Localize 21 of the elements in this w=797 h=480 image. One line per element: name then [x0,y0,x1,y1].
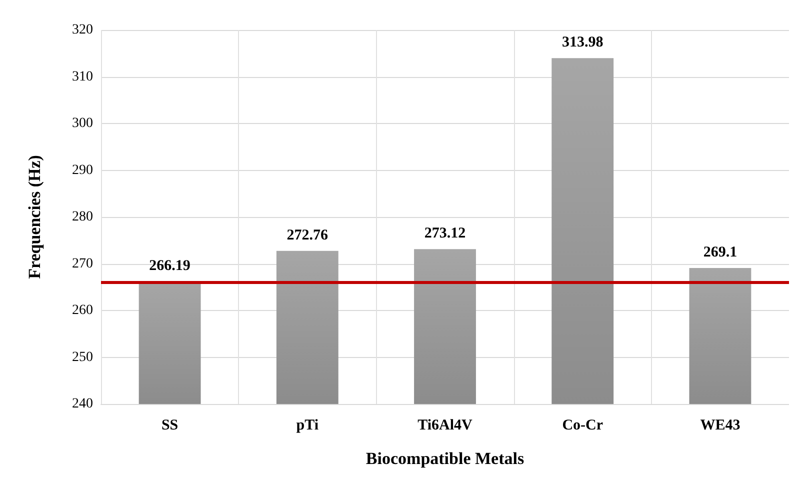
y-tick-label: 240 [72,396,93,412]
x-tick-label: Ti6Al4V [418,418,473,434]
x-axis-title: Biocompatible Metals [366,449,524,468]
data-label: 272.76 [286,227,329,244]
y-tick-label: 310 [72,69,93,84]
y-axis-title: Frequencies (Hz) [25,155,44,279]
data-label: 269.1 [703,244,738,260]
y-tick-label: 300 [72,116,93,131]
data-label: 313.98 [562,34,604,51]
y-tick-label: 280 [72,210,93,224]
y-tick-label: 290 [72,162,93,178]
x-tick-label: pTi [296,418,319,434]
data-label: 273.12 [424,226,466,242]
x-tick-label: Co-Cr [562,418,604,434]
x-tick-label: WE43 [700,418,740,434]
y-tick-label: 320 [72,22,93,38]
x-tick-label: SS [161,418,178,434]
y-tick-label: 250 [72,350,93,365]
y-tick-label: 260 [72,303,93,318]
y-tick-label: 270 [72,256,93,272]
data-label: 266.19 [149,258,190,274]
